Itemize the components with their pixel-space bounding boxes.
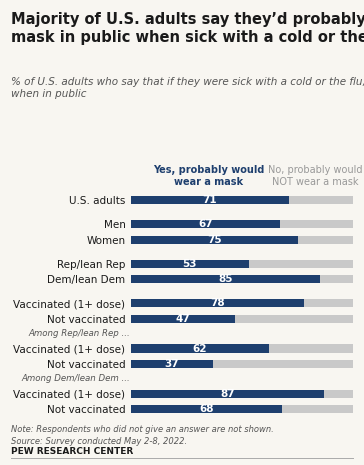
Bar [131,196,289,204]
Text: Majority of U.S. adults say they’d probably wear a
mask in public when sick with: Majority of U.S. adults say they’d proba… [11,12,364,45]
Bar [280,220,353,228]
Bar [131,315,236,323]
Bar [320,275,353,283]
Text: Yes, probably would
wear a mask: Yes, probably would wear a mask [153,165,264,187]
Bar [236,315,353,323]
Text: 62: 62 [193,344,207,353]
Text: Among Dem/lean Dem ...: Among Dem/lean Dem ... [21,374,130,383]
Bar [304,299,353,307]
Bar [269,345,353,352]
Bar [131,236,298,244]
Bar [131,220,280,228]
Text: No, probably would
NOT wear a mask: No, probably would NOT wear a mask [268,165,363,187]
Bar [324,390,353,398]
Bar [131,345,269,352]
Bar [131,390,324,398]
Text: 78: 78 [210,299,225,308]
Bar [289,196,353,204]
Text: 53: 53 [183,259,197,269]
Text: Note: Respondents who did not give an answer are not shown.
Source: Survey condu: Note: Respondents who did not give an an… [11,425,274,445]
Bar [131,299,304,307]
Text: 71: 71 [202,195,217,205]
Text: % of U.S. adults who say that if they were sick with a cold or the flu, they —
w: % of U.S. adults who say that if they we… [11,77,364,99]
Bar [298,236,353,244]
Text: 75: 75 [207,235,222,245]
Text: 67: 67 [198,219,213,229]
Bar [282,405,353,413]
Text: 87: 87 [220,389,235,399]
Bar [131,405,282,413]
Text: Among Rep/lean Rep ...: Among Rep/lean Rep ... [28,329,130,338]
Bar [213,360,353,368]
Bar [131,275,320,283]
Text: 85: 85 [218,274,233,284]
Bar [131,260,249,268]
Text: 47: 47 [176,314,191,324]
Text: 37: 37 [165,359,179,369]
Bar [131,360,213,368]
Bar [249,260,353,268]
Text: PEW RESEARCH CENTER: PEW RESEARCH CENTER [11,447,133,456]
Text: 68: 68 [199,404,214,414]
